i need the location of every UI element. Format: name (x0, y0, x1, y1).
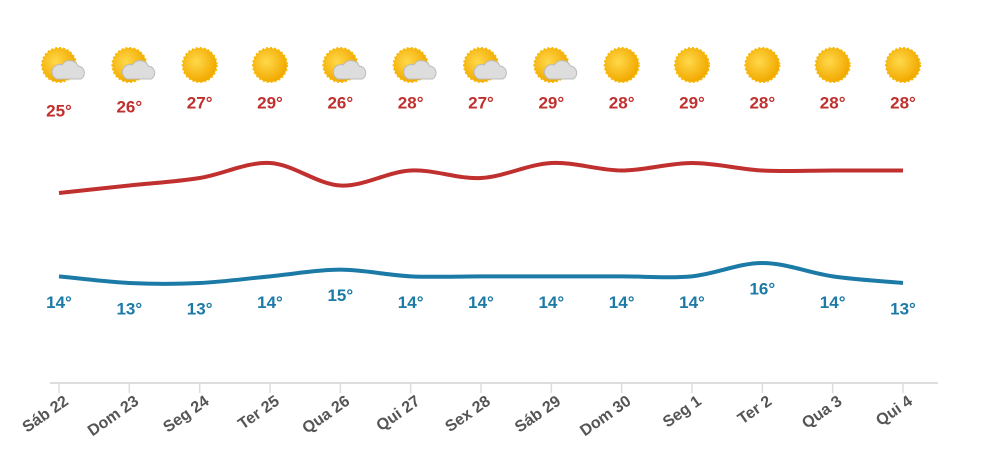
line (58, 160, 903, 195)
value-label: 29° (257, 93, 283, 112)
weather-icon (111, 47, 156, 83)
x-tick-label: Seg 1 (660, 393, 705, 431)
value-label: 28° (890, 93, 916, 112)
value-label: 28° (609, 93, 635, 112)
sun (181, 47, 218, 83)
sun (603, 47, 640, 83)
value-label: 14° (609, 293, 635, 312)
line (58, 260, 904, 286)
x-tick-label: Qua 3 (799, 393, 845, 432)
x-tick-label: Ter 25 (235, 393, 282, 433)
weather-icon (603, 47, 640, 83)
cloud (121, 60, 156, 80)
weather-icon (392, 47, 437, 83)
value-label: 14° (398, 293, 424, 312)
x-tick-label: Dom 30 (577, 393, 634, 440)
x-tick-label: Qua 26 (300, 393, 354, 438)
sun (252, 47, 288, 83)
weather-icon (322, 47, 367, 83)
x-tick-label: Sáb 22 (20, 393, 72, 437)
sun (885, 47, 921, 83)
x-tick-label: Qui 27 (374, 393, 424, 435)
x-tick-label: Qui 4 (873, 393, 916, 430)
value-label: 14° (46, 293, 72, 312)
value-label: 13° (890, 299, 916, 318)
weather-icon (181, 47, 218, 83)
weather-icon (252, 47, 288, 83)
sun (814, 47, 851, 83)
weather-icon (744, 47, 781, 83)
weather-icon (463, 47, 507, 83)
value-label: 29° (679, 93, 705, 112)
cloud (473, 60, 507, 80)
cloud (543, 60, 578, 80)
cloud (332, 60, 367, 80)
value-label: 14° (257, 293, 283, 312)
value-label: 13° (187, 299, 213, 318)
value-label: 14° (679, 293, 705, 312)
cloud (403, 60, 437, 80)
weather-icon (41, 47, 85, 83)
value-label: 15° (327, 286, 353, 305)
value-label: 27° (187, 93, 213, 112)
value-label: 28° (820, 93, 846, 112)
weather-icon (885, 47, 921, 83)
x-tick-label: Dom 23 (85, 393, 142, 440)
value-label: 14° (538, 293, 564, 312)
sun (674, 47, 710, 83)
value-label: 16° (749, 279, 775, 298)
value-label: 28° (749, 93, 775, 112)
weather-icon (814, 47, 851, 83)
value-label: 26° (327, 93, 353, 112)
x-tick-label: Sáb 29 (512, 393, 564, 437)
cloud (51, 60, 85, 80)
value-label: 25° (46, 101, 72, 120)
x-tick-label: Sex 28 (442, 393, 493, 436)
value-label: 26° (116, 97, 142, 116)
value-label: 14° (468, 293, 494, 312)
x-tick-label: Seg 24 (160, 393, 212, 437)
x-tick-label: Ter 2 (735, 393, 775, 428)
value-label: 13° (116, 299, 142, 318)
weather-icon (674, 47, 710, 83)
value-label: 27° (468, 93, 494, 112)
value-label: 29° (538, 93, 564, 112)
value-label: 28° (398, 93, 424, 112)
sun (744, 47, 781, 83)
weather-icon (533, 47, 578, 83)
value-label: 14° (820, 293, 846, 312)
